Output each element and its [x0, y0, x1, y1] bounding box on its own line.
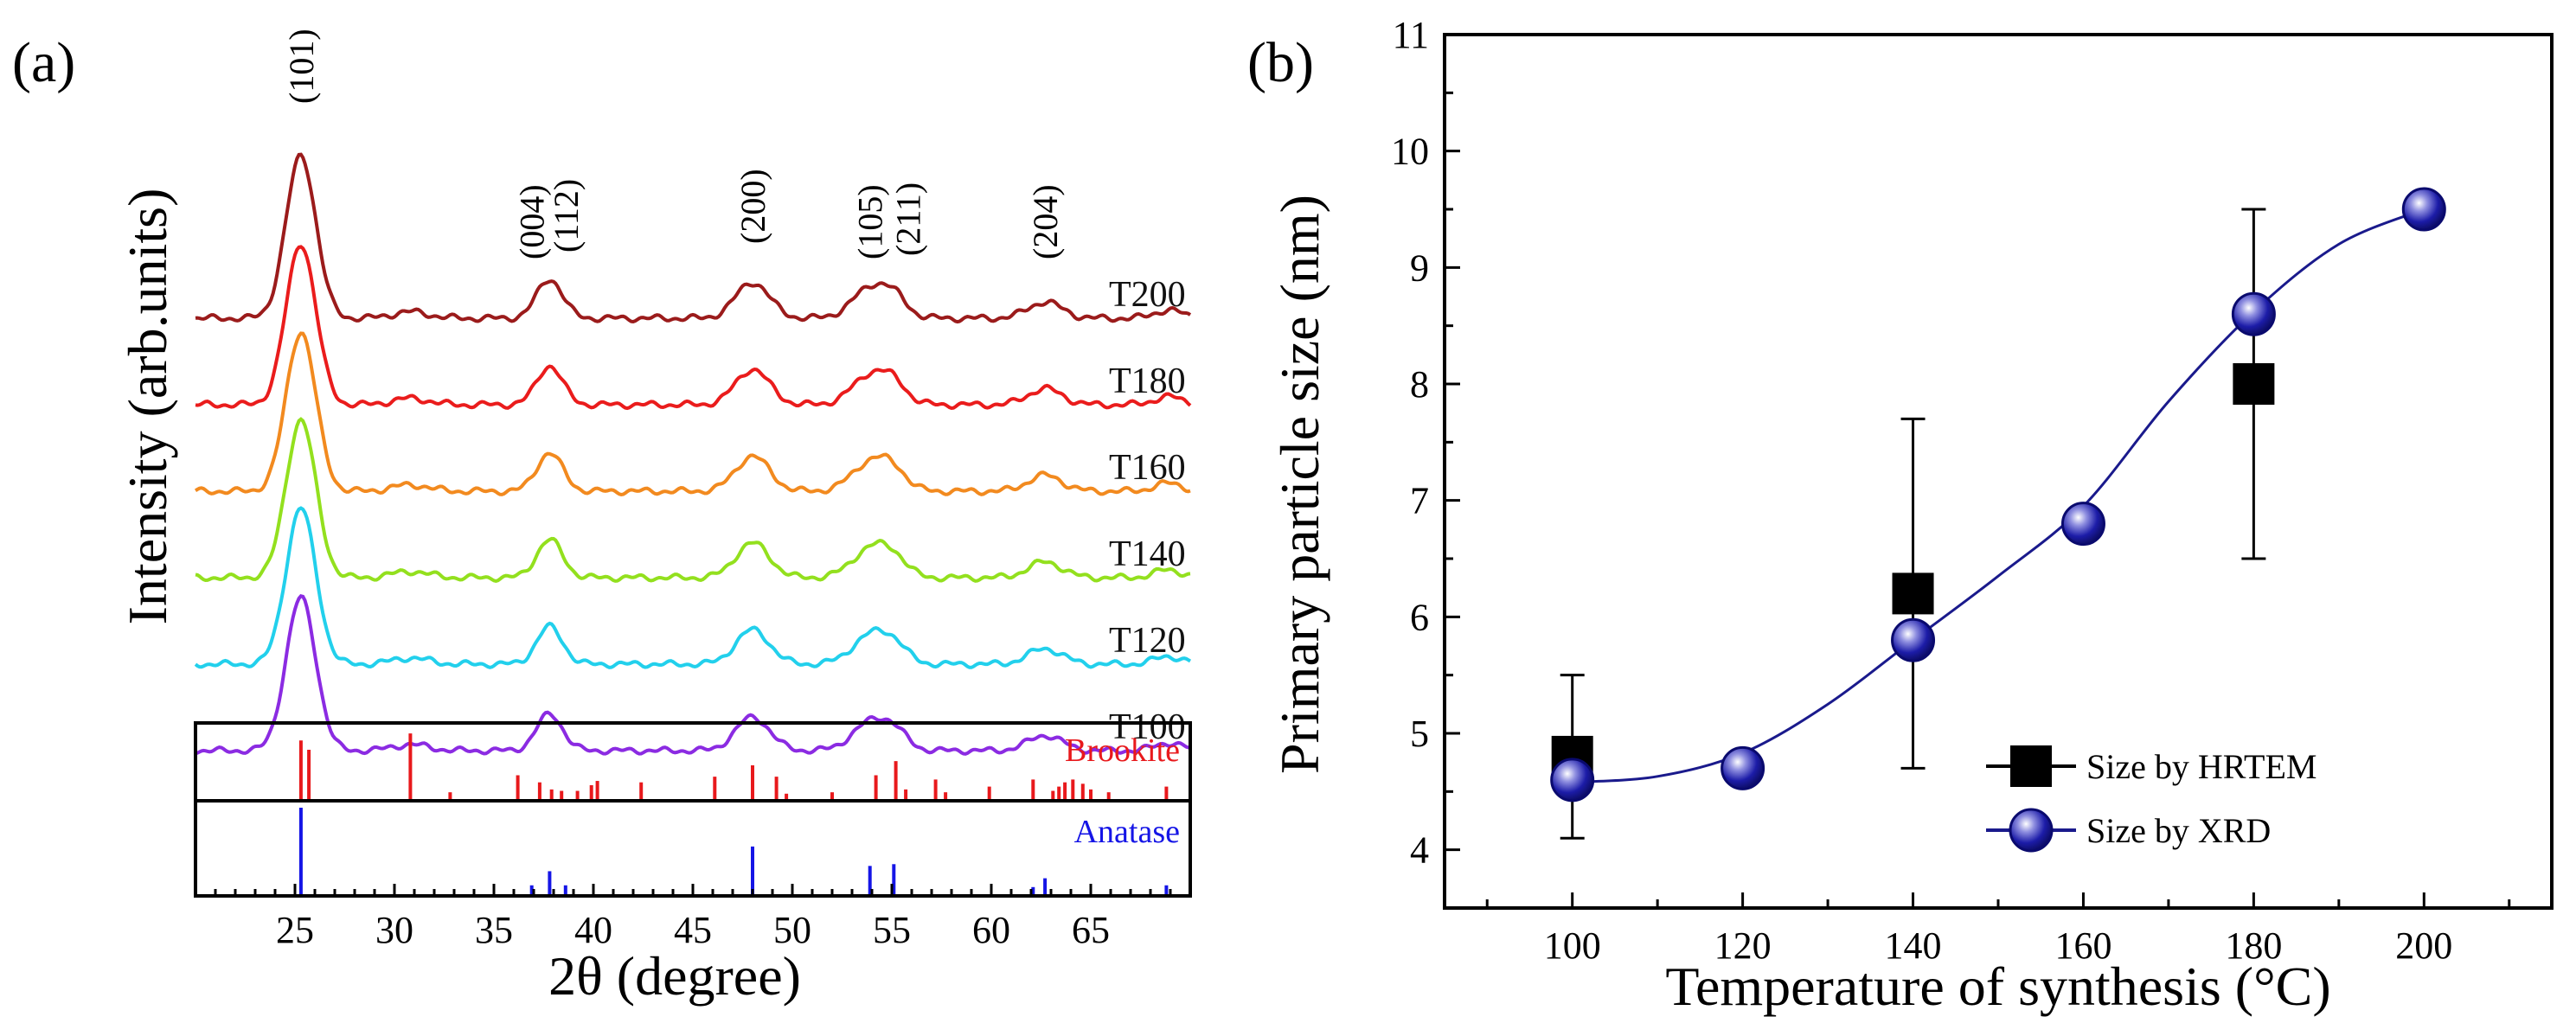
x-tick-label: 25 — [276, 909, 314, 951]
peak-label: (004) — [513, 184, 552, 259]
trace-label-t120: T120 — [1109, 621, 1186, 661]
x-tick-label: 180 — [2225, 924, 2282, 967]
y-tick-label: 4 — [1410, 829, 1429, 872]
trace-t100 — [195, 594, 1190, 756]
legend-hrtem-label: Size by HRTEM — [2086, 747, 2316, 786]
xrd-point — [2231, 291, 2276, 336]
xrd-point — [1891, 617, 1936, 662]
panel-a-label: (a) — [12, 31, 75, 94]
panel-b-plot-frame — [1443, 33, 2554, 910]
x-tick-label: 65 — [1072, 909, 1110, 951]
xrd-point — [2401, 187, 2446, 232]
panel-b-legend: Size by HRTEM Size by XRD — [1986, 745, 2316, 853]
x-tick-label: 45 — [674, 909, 712, 951]
trace-label-t100: T100 — [1109, 707, 1186, 747]
peak-label: (211) — [888, 182, 927, 256]
ref-label-anatase: Anatase — [1074, 814, 1180, 850]
panel-b-y-axis-title: Primary particle size (nm) — [1269, 195, 1330, 774]
hrtem-point — [1892, 572, 1934, 615]
x-tick-label: 40 — [574, 909, 612, 951]
x-tick-label: 60 — [972, 909, 1010, 951]
xrd-point — [1721, 745, 1765, 790]
xrd-point — [1550, 758, 1595, 803]
trace-t160 — [194, 331, 1191, 497]
y-tick-label: 10 — [1391, 131, 1429, 173]
hrtem-point — [2233, 363, 2275, 405]
trace-t140 — [195, 417, 1191, 583]
x-tick-label: 160 — [2054, 924, 2111, 967]
ref-label-brookite: Brookite — [1065, 732, 1180, 769]
x-tick-label: 100 — [1544, 924, 1601, 967]
y-tick-label: 5 — [1410, 713, 1429, 755]
panel-b-label: (b) — [1247, 31, 1314, 94]
peak-label: (112) — [547, 179, 586, 253]
xrd-fit-line — [1572, 208, 2425, 784]
trace-label-t200: T200 — [1109, 275, 1186, 315]
reference-patterns: Brookite Anatase — [298, 732, 1180, 896]
x-tick-label: 200 — [2395, 924, 2452, 967]
hrtem-points — [1551, 208, 2275, 840]
x-tick-label: 35 — [475, 909, 513, 951]
panel-a-x-axis-title: 2θ (degree) — [548, 945, 801, 1007]
panel-a-y-axis-title: Intensity (arb.units) — [117, 189, 178, 625]
peak-label: (200) — [734, 169, 772, 244]
legend-xrd-marker — [2009, 808, 2054, 853]
x-tick-label: 120 — [1714, 924, 1772, 967]
panel-b-y-ticks: 4 5 6 7 8 9 10 11 — [1391, 14, 1460, 872]
x-tick-label: 55 — [873, 909, 911, 951]
peak-label: (204) — [1026, 184, 1065, 259]
legend-hrtem-marker — [2010, 745, 2052, 787]
x-tick-label: 140 — [1885, 924, 1942, 967]
trace-labels: T200 T180 T160 T140 T120 T100 — [1109, 275, 1186, 747]
trace-label-t140: T140 — [1109, 534, 1186, 574]
panel-b-x-axis-title: Temperature of synthesis (°C) — [1665, 956, 2330, 1017]
y-tick-label: 7 — [1410, 480, 1429, 522]
xrd-points — [1550, 187, 2446, 803]
xrd-point — [2060, 502, 2105, 547]
xrd-fit-curve — [1572, 208, 2425, 784]
peak-label: (101) — [282, 29, 321, 104]
x-tick-label: 50 — [773, 909, 811, 951]
y-tick-label: 6 — [1410, 596, 1429, 638]
trace-t200 — [195, 152, 1192, 324]
y-tick-label: 11 — [1393, 14, 1429, 56]
legend-xrd-label: Size by XRD — [2086, 811, 2271, 850]
panel-a-xrd-chart: (a) Intensity (arb.units) (101) (004)(112… — [12, 29, 1192, 1007]
trace-label-t160: T160 — [1109, 448, 1186, 488]
trace-t180 — [195, 245, 1192, 411]
peak-label: (105) — [851, 184, 890, 259]
x-tick-label: 30 — [375, 909, 413, 951]
y-tick-label: 8 — [1410, 363, 1429, 406]
panel-a-x-ticks: 25 30 35 40 45 50 55 60 65 — [214, 884, 1172, 951]
trace-t120 — [194, 506, 1192, 669]
panel-b-x-ticks: 100 120 140 160 180 200 — [1485, 892, 2511, 967]
y-tick-label: 9 — [1410, 246, 1429, 289]
peak-labels: (101) (004)(112) (200) (105)(211) (204) — [282, 29, 1065, 259]
trace-label-t180: T180 — [1109, 361, 1186, 401]
panel-b-particle-size-chart: (b) Primary particle size (nm) 4 5 6 7 8 9 10 1… — [1247, 14, 2554, 1017]
xrd-traces — [194, 152, 1192, 756]
